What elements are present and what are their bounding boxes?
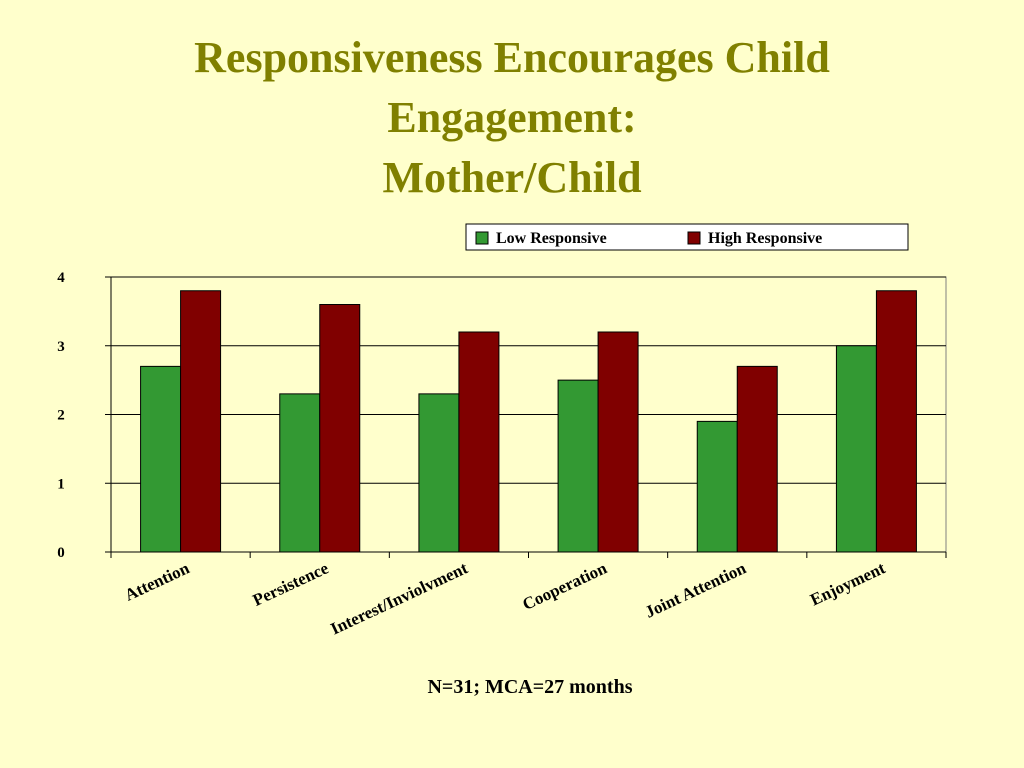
bar-low (835, 345, 877, 553)
x-tick-label: Interest/Inviolvment (328, 558, 471, 638)
bar-high (597, 331, 639, 553)
x-tick-label: Attention (122, 558, 193, 605)
y-tick-label: 4 (57, 270, 65, 286)
bar-high (180, 290, 222, 553)
y-tick-labels: 0 1 2 3 4 (57, 270, 65, 561)
title-line-1: Responsiveness Encourages Child (194, 33, 830, 82)
legend-label-high: High Responsive (708, 230, 822, 247)
x-tick-labels: Attention PersistenceInterest/Inviolvment… (122, 558, 889, 638)
legend: Low Responsive High Responsive (465, 223, 909, 251)
legend-swatch-high (687, 231, 701, 245)
x-tick-label: Enjoyment (807, 558, 888, 609)
y-tick-label: 0 (57, 545, 65, 561)
bar-low (696, 420, 738, 553)
footnote: N=31; MCA=27 months (427, 676, 633, 698)
slide-title: Responsiveness Encourages Child Engageme… (0, 28, 1024, 208)
bars (140, 290, 917, 553)
bar-high (875, 290, 917, 553)
legend-label-low: Low Responsive (496, 230, 607, 247)
x-tick-label: Joint Attention (642, 558, 749, 622)
gridlines (110, 276, 947, 553)
legend-swatch-low (475, 231, 489, 245)
axes (105, 276, 947, 558)
bar-high (319, 304, 361, 553)
bar-low (557, 379, 599, 553)
y-tick-label: 2 (57, 408, 65, 424)
bar-low (418, 393, 460, 553)
y-tick-label: 1 (57, 476, 65, 492)
bar-chart: 0 1 2 3 4 Attention PersistenceInterest/Invio… (57, 223, 947, 639)
bar-high (736, 365, 778, 553)
x-tick-label: Cooperation (520, 558, 611, 614)
title-line-2: Engagement: (387, 93, 637, 142)
bar-low (279, 393, 321, 553)
title-line-3: Mother/Child (382, 153, 642, 202)
bar-low (140, 365, 182, 553)
legend-box (465, 223, 909, 251)
y-tick-label: 3 (57, 339, 65, 355)
x-tick-label: Persistence (250, 558, 332, 610)
bar-high (458, 331, 500, 553)
